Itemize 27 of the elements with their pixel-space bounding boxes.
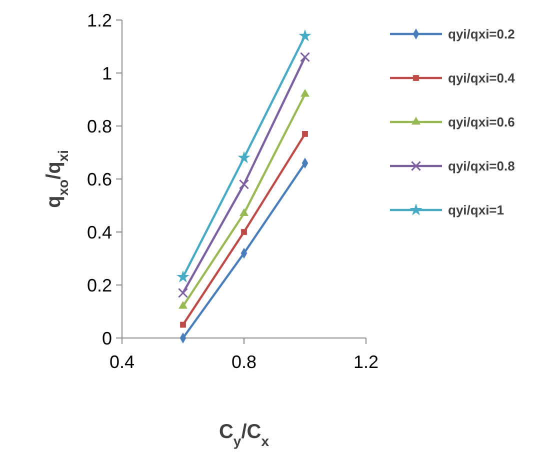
- point: [300, 52, 310, 62]
- y-tick-label: 1: [102, 63, 112, 84]
- x-tick-label: 0.8: [231, 352, 257, 372]
- point: [178, 301, 188, 309]
- legend-label: qyi/qxi=0.2: [448, 26, 515, 42]
- legend-label: qyi/qxi=1: [448, 202, 504, 218]
- y-tick-label: 1.2: [86, 10, 112, 30]
- point: [241, 229, 247, 235]
- legend-label: qyi/qxi=0.6: [448, 114, 515, 130]
- point: [238, 179, 250, 190]
- point: [298, 29, 312, 42]
- legend-label: qyi/qxi=0.8: [448, 158, 515, 174]
- legend-label: qyi/qxi=0.4: [448, 70, 516, 86]
- y-tick-label: 0.4: [86, 222, 112, 242]
- point: [176, 270, 190, 282]
- point: [178, 288, 188, 298]
- y-tick-label: 0.2: [86, 275, 112, 296]
- x-axis-title: C$_{y}$/C$_{x}$: [218, 421, 270, 449]
- y-tick-label: 0.6: [86, 169, 112, 190]
- point: [240, 208, 248, 216]
- y-tick-label: 0.8: [86, 116, 112, 136]
- point: [300, 89, 310, 97]
- point: [180, 322, 186, 328]
- y-tick-label: 0: [102, 328, 112, 348]
- x-tick-label: 1.2: [353, 352, 379, 372]
- point: [302, 130, 308, 137]
- point: [238, 151, 250, 164]
